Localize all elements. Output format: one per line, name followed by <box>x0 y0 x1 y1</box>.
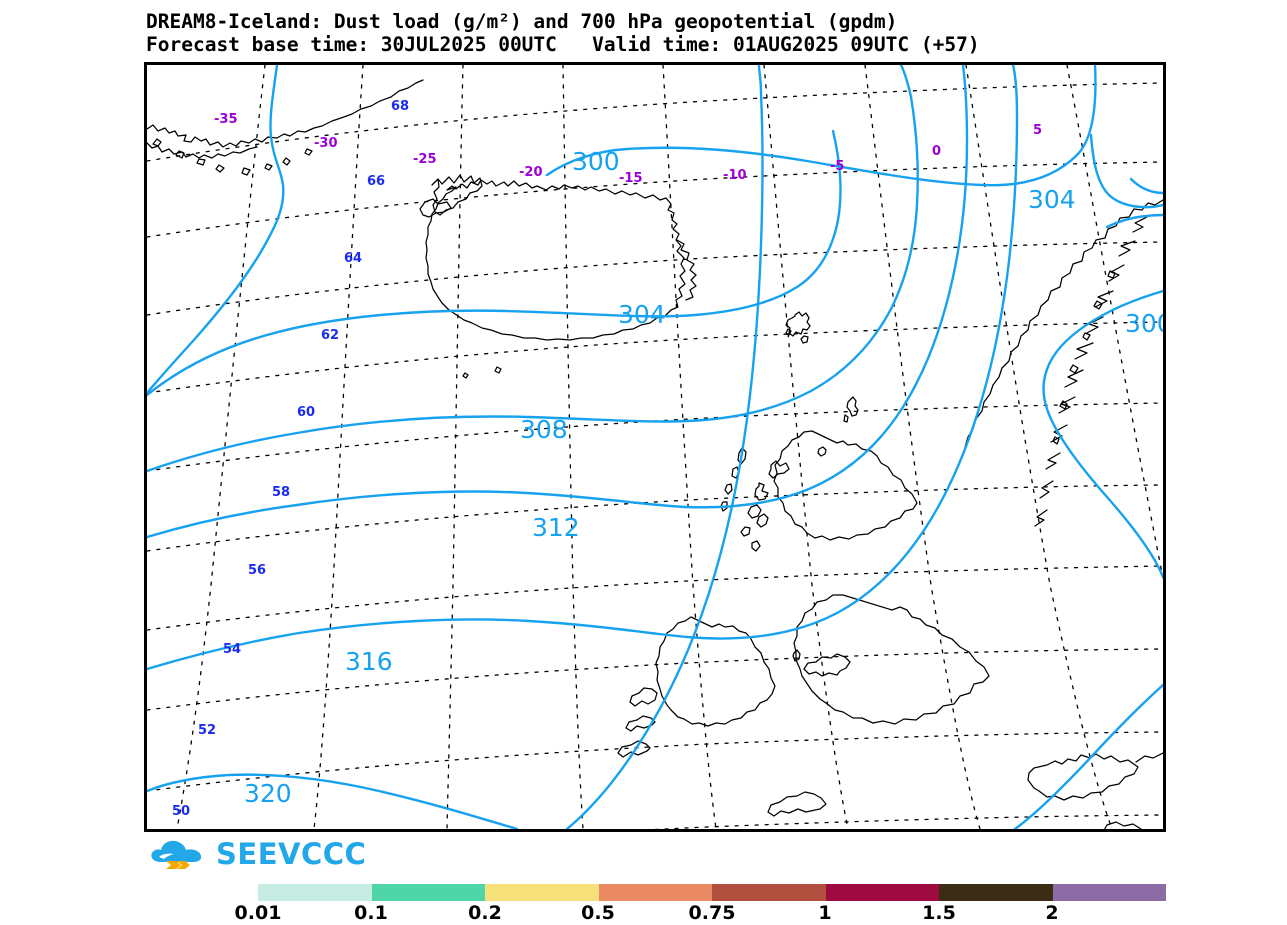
colorbar-tick-label: 0.5 <box>581 902 615 924</box>
map-canvas[interactable]: 68 66 64 62 60 58 56 54 52 50 -35 -30 -2… <box>144 62 1166 832</box>
seevccc-logo[interactable]: SEEVCCC <box>148 836 366 872</box>
geopotential-contours <box>147 65 1163 829</box>
chart-title-block: DREAM8-Iceland: Dust load (g/m²) and 700… <box>146 10 1276 56</box>
colorbar-tick-label: 0.2 <box>468 902 502 924</box>
colorbar-tick-label: 1 <box>818 902 832 924</box>
colorbar-strip <box>258 884 1166 901</box>
colorbar-tick-label: 1.5 <box>922 902 956 924</box>
cloud-arrow-icon <box>151 840 202 869</box>
colorbar-segment-7 <box>1052 884 1166 901</box>
colorbar-segment-4 <box>712 884 826 901</box>
colorbar-segment-1 <box>371 884 485 901</box>
forecast-time-line: Forecast base time: 30JUL2025 00UTC Vali… <box>146 33 1276 56</box>
colorbar-segment-0 <box>258 884 372 901</box>
colorbar-tick-label: 0.1 <box>354 902 388 924</box>
colorbar-segment-6 <box>939 884 1053 901</box>
logo-text: SEEVCCC <box>216 837 367 871</box>
colorbar-tick-label: 0.01 <box>234 902 282 924</box>
coastlines <box>147 79 1163 829</box>
colorbar-segment-3 <box>598 884 712 901</box>
page-title: DREAM8-Iceland: Dust load (g/m²) and 700… <box>146 10 898 33</box>
colorbar-segment-2 <box>485 884 599 901</box>
map-graphics <box>147 65 1163 829</box>
graticule-lines <box>147 65 1163 829</box>
colorbar-tick-label: 0.75 <box>688 902 736 924</box>
forecast-base-time: Forecast base time: 30JUL2025 00UTC <box>146 33 557 56</box>
dust-load-colorbar: 0.01 0.1 0.2 0.5 0.75 1 1.5 2 <box>235 884 1166 924</box>
colorbar-tick-label: 2 <box>1045 902 1059 924</box>
cloud-icon <box>148 838 208 870</box>
colorbar-ticks: 0.01 0.1 0.2 0.5 0.75 1 1.5 2 <box>235 902 1166 924</box>
forecast-valid-time: Valid time: 01AUG2025 09UTC (+57) <box>592 33 980 56</box>
colorbar-segment-5 <box>825 884 939 901</box>
